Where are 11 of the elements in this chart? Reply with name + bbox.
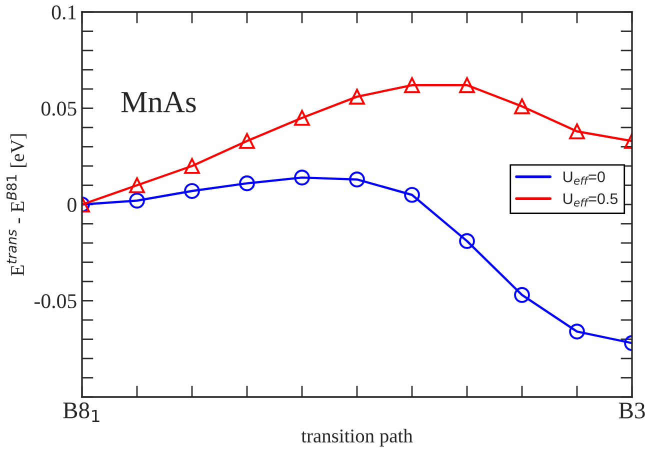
legend-label: U$_{eff}$=0 [564,171,605,185]
y-axis-title: E$^{trans}$ - E$^{B81}$ [eV] [6,134,26,276]
legend-label: U$_{eff}$=0.5 [564,193,618,207]
y-tick-label: 0.05 [41,102,76,116]
y-tick-label: 0.1 [52,5,76,20]
y-tick-label: -0.05 [34,294,76,308]
x-axis-title: transition path [301,428,413,446]
x-tick-label: B3 [618,402,645,418]
annotation: MnAs [121,92,196,112]
x-tick-label: B8$_{1}$ [63,402,100,422]
y-tick-label: 0 [68,198,76,212]
